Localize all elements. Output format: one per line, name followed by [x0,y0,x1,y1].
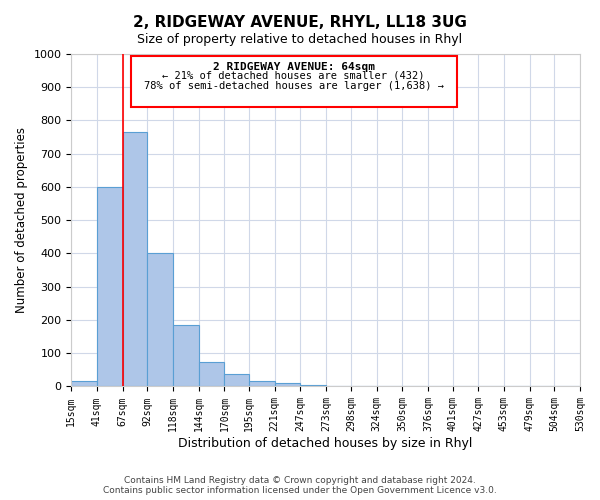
Text: 78% of semi-detached houses are larger (1,638) →: 78% of semi-detached houses are larger (… [143,80,443,90]
Text: Contains HM Land Registry data © Crown copyright and database right 2024.: Contains HM Land Registry data © Crown c… [124,476,476,485]
FancyBboxPatch shape [131,56,457,107]
Bar [71,382,97,386]
Bar [301,385,326,386]
Bar [249,382,275,386]
Bar [122,132,148,386]
Text: ← 21% of detached houses are smaller (432): ← 21% of detached houses are smaller (43… [162,70,425,81]
Y-axis label: Number of detached properties: Number of detached properties [15,127,28,313]
X-axis label: Distribution of detached houses by size in Rhyl: Distribution of detached houses by size … [178,437,473,450]
Bar [275,383,301,386]
Bar [173,325,199,386]
Bar [97,187,122,386]
Text: Contains public sector information licensed under the Open Government Licence v3: Contains public sector information licen… [103,486,497,495]
Bar [148,254,173,386]
Text: 2, RIDGEWAY AVENUE, RHYL, LL18 3UG: 2, RIDGEWAY AVENUE, RHYL, LL18 3UG [133,15,467,30]
Bar [199,362,224,386]
Text: 2 RIDGEWAY AVENUE: 64sqm: 2 RIDGEWAY AVENUE: 64sqm [212,62,374,72]
Bar [224,374,249,386]
Text: Size of property relative to detached houses in Rhyl: Size of property relative to detached ho… [137,32,463,46]
